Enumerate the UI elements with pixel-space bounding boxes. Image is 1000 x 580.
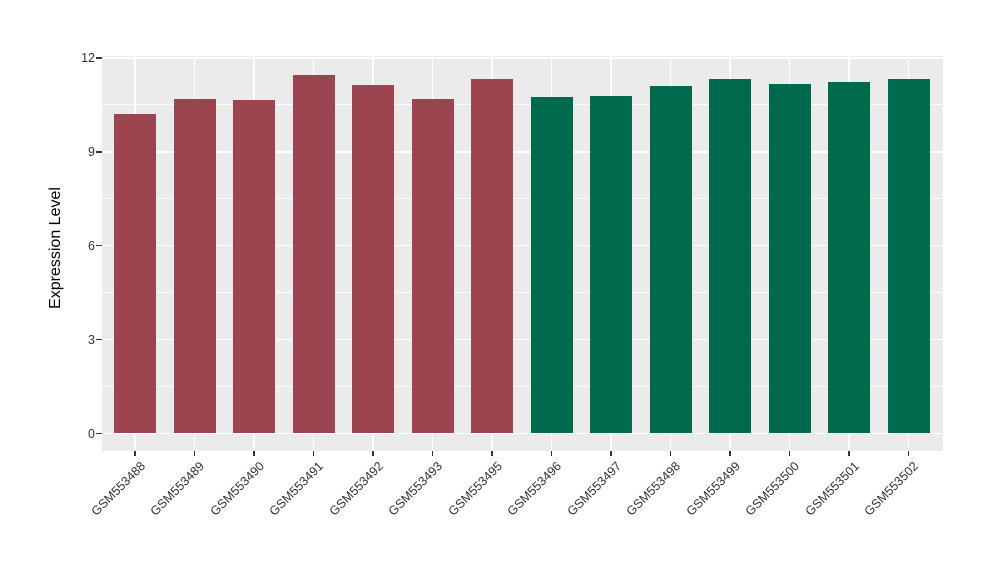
x-tick-label: GSM553502: [861, 459, 922, 519]
x-tick-label: GSM553490: [207, 459, 267, 519]
bar-GSM553491: [292, 75, 335, 434]
x-tick-mark: [491, 451, 493, 456]
major-gridline-y: [102, 244, 943, 247]
plot-panel: [102, 56, 943, 451]
x-tick-mark: [372, 451, 374, 456]
y-tick-mark: [96, 338, 102, 341]
y-tick-mark: [96, 432, 102, 435]
y-tick-mark: [96, 151, 102, 153]
x-tick-label: GSM553493: [385, 459, 446, 519]
bar-GSM553496: [530, 96, 573, 434]
major-gridline-y: [102, 57, 943, 59]
x-tick-mark: [907, 451, 910, 456]
bar-GSM553498: [649, 85, 692, 434]
bar-GSM553499: [709, 78, 751, 434]
bar-GSM553489: [173, 98, 216, 434]
minor-gridline-y: [102, 292, 943, 294]
x-tick-mark: [431, 451, 434, 456]
minor-gridline-y: [102, 386, 943, 388]
y-tick-label: 12: [81, 50, 95, 65]
x-tick-label: GSM553497: [564, 459, 624, 519]
major-gridline-y: [102, 151, 943, 153]
bar-GSM553495: [471, 79, 513, 434]
y-tick-mark: [96, 57, 102, 59]
minor-gridline-y: [102, 104, 943, 106]
bar-GSM553501: [828, 81, 870, 434]
x-tick-label: GSM553491: [266, 459, 327, 519]
y-tick-label: 6: [88, 238, 95, 253]
x-tick-label: GSM553495: [445, 459, 505, 519]
major-gridline-y: [102, 432, 943, 435]
x-tick-mark: [729, 451, 731, 456]
minor-gridline-y: [102, 198, 943, 200]
y-tick-label: 9: [88, 144, 95, 159]
x-tick-mark: [669, 451, 672, 456]
x-tick-mark: [848, 451, 850, 456]
major-gridline-y: [102, 338, 943, 341]
bar-GSM553502: [887, 79, 930, 434]
bar-GSM553492: [352, 85, 394, 434]
y-tick-mark: [96, 244, 102, 247]
x-tick-mark: [610, 451, 612, 456]
y-tick-label: 0: [88, 426, 95, 441]
bar-GSM553497: [590, 95, 632, 434]
x-tick-mark: [253, 451, 255, 456]
bar-GSM553500: [768, 84, 811, 434]
x-tick-label: GSM553501: [802, 459, 862, 519]
x-tick-mark: [312, 451, 315, 456]
x-tick-label: GSM553500: [742, 459, 803, 519]
x-tick-mark: [193, 451, 196, 456]
x-tick-label: GSM553498: [623, 459, 684, 519]
x-tick-mark: [550, 451, 553, 456]
x-tick-mark: [788, 451, 791, 456]
bar-GSM553490: [233, 100, 275, 434]
bar-GSM553488: [114, 113, 156, 434]
bar-GSM553493: [411, 98, 454, 434]
x-tick-label: GSM553496: [504, 459, 565, 519]
x-tick-label: GSM553488: [88, 459, 148, 519]
x-tick-label: GSM553489: [147, 459, 208, 519]
x-tick-mark: [134, 451, 136, 456]
x-tick-label: GSM553492: [326, 459, 386, 519]
y-tick-label: 3: [88, 332, 95, 347]
x-tick-label: GSM553499: [683, 459, 743, 519]
